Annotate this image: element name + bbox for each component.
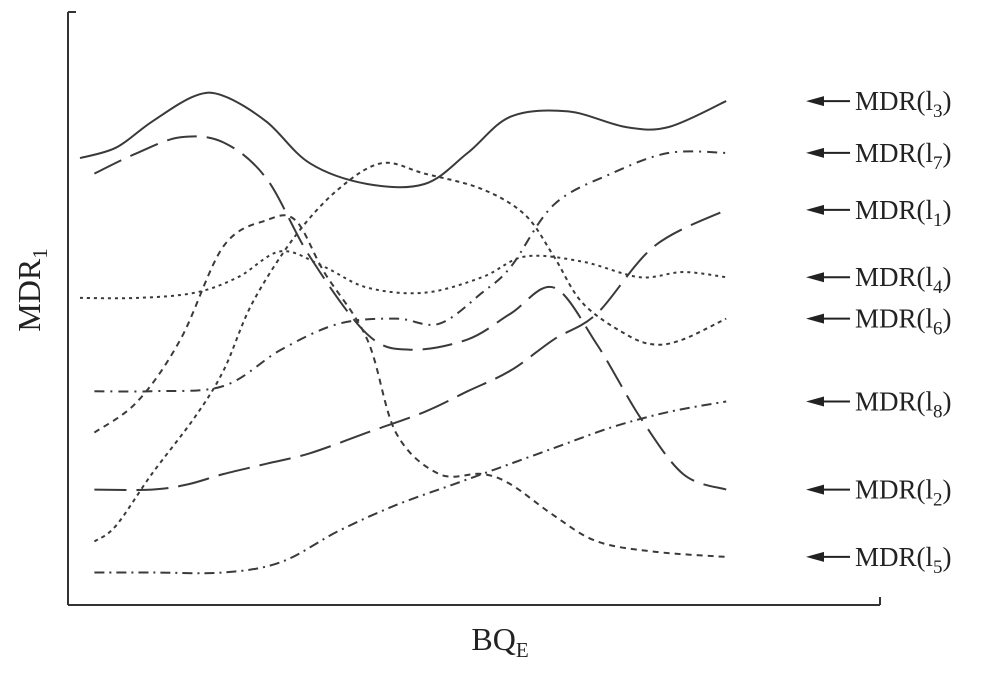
- x-axis-title: BQE: [471, 621, 528, 662]
- legend-entry-l2: MDR(l2): [806, 475, 952, 511]
- legend-label: MDR(l8): [855, 387, 952, 423]
- legend-label: MDR(l1): [855, 195, 952, 231]
- legend-label: MDR(l4): [855, 262, 952, 298]
- legend-layer: MDR(l3) MDR(l7) MDR(l1) MDR(l4) MDR(l6) MDR(l…: [806, 86, 952, 578]
- series-line-l5: [94, 215, 726, 557]
- series-line-l8: [94, 402, 726, 574]
- legend-entry-l4: MDR(l4): [806, 262, 952, 298]
- legend-arrow-icon: [806, 552, 824, 562]
- legend-arrow-icon: [806, 148, 824, 158]
- legend-entry-l5: MDR(l5): [806, 542, 952, 578]
- legend-label: MDR(l3): [855, 86, 952, 122]
- legend-entry-l1: MDR(l1): [806, 195, 952, 231]
- legend-arrow-icon: [806, 314, 824, 324]
- legend-label: MDR(l6): [855, 304, 952, 340]
- series-layer: [80, 93, 726, 574]
- legend-arrow-icon: [806, 205, 824, 215]
- y-axis-title: MDR1: [11, 248, 52, 331]
- legend-arrow-icon: [806, 485, 824, 495]
- series-line-l2: [94, 136, 726, 489]
- legend-label: MDR(l5): [855, 542, 952, 578]
- legend-entry-l3: MDR(l3): [806, 86, 952, 122]
- legend-arrow-icon: [806, 96, 824, 106]
- legend-entry-l8: MDR(l8): [806, 387, 952, 423]
- legend-entry-l7: MDR(l7): [806, 138, 952, 174]
- series-line-l3: [80, 93, 726, 188]
- legend-label: MDR(l7): [855, 138, 952, 174]
- legend-label: MDR(l2): [855, 475, 952, 511]
- legend-entry-l6: MDR(l6): [806, 304, 952, 340]
- legend-arrow-icon: [806, 272, 824, 282]
- legend-arrow-icon: [806, 397, 824, 407]
